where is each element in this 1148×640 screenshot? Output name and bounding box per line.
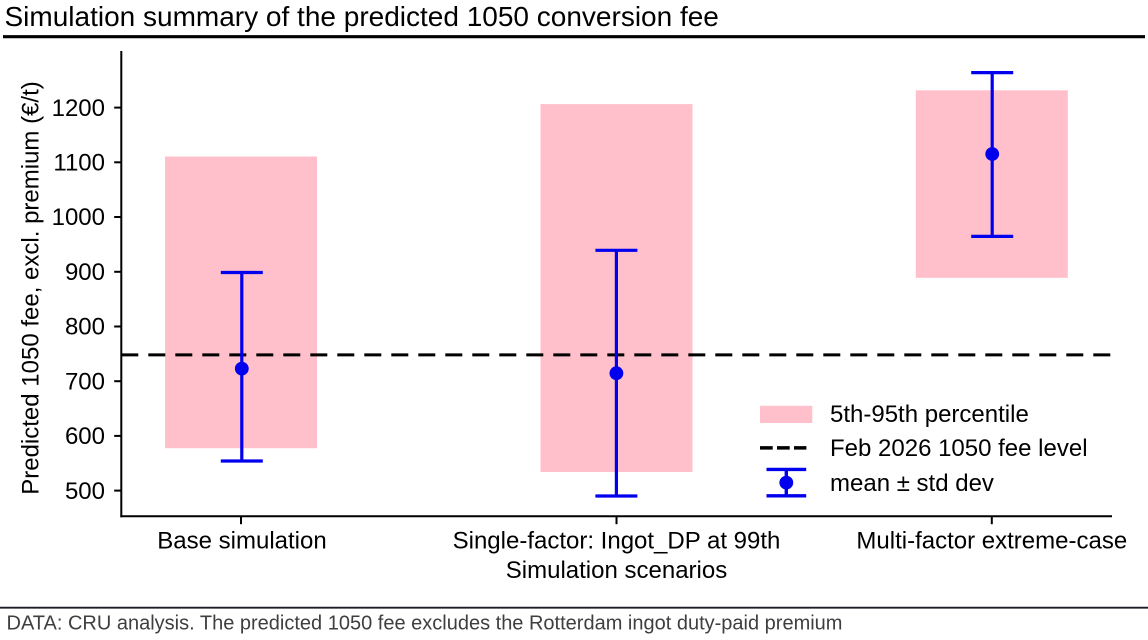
svg-text:1000: 1000 — [52, 204, 105, 231]
svg-text:Simulation summary of the pred: Simulation summary of the predicted 1050… — [5, 1, 719, 32]
svg-text:Multi-factor extreme-case: Multi-factor extreme-case — [856, 528, 1127, 555]
svg-text:5th-95th percentile: 5th-95th percentile — [830, 401, 1029, 428]
svg-text:Feb 2026 1050 fee level: Feb 2026 1050 fee level — [830, 435, 1088, 462]
svg-text:500: 500 — [65, 478, 105, 505]
svg-text:800: 800 — [65, 314, 105, 341]
svg-text:Simulation scenarios: Simulation scenarios — [506, 557, 727, 584]
svg-text:DATA: CRU analysis. The predic: DATA: CRU analysis. The predicted 1050 f… — [7, 613, 843, 635]
svg-text:Single-factor: Ingot_DP at 99t: Single-factor: Ingot_DP at 99th — [453, 528, 781, 555]
svg-text:mean ± std dev: mean ± std dev — [830, 470, 994, 497]
svg-text:1200: 1200 — [52, 95, 105, 122]
svg-text:700: 700 — [65, 368, 105, 395]
svg-text:Base simulation: Base simulation — [157, 528, 326, 555]
svg-text:900: 900 — [65, 259, 105, 286]
svg-text:600: 600 — [65, 423, 105, 450]
svg-text:Predicted 1050 fee, excl. prem: Predicted 1050 fee, excl. premium (€/t) — [18, 81, 45, 495]
svg-text:1100: 1100 — [53, 150, 105, 177]
